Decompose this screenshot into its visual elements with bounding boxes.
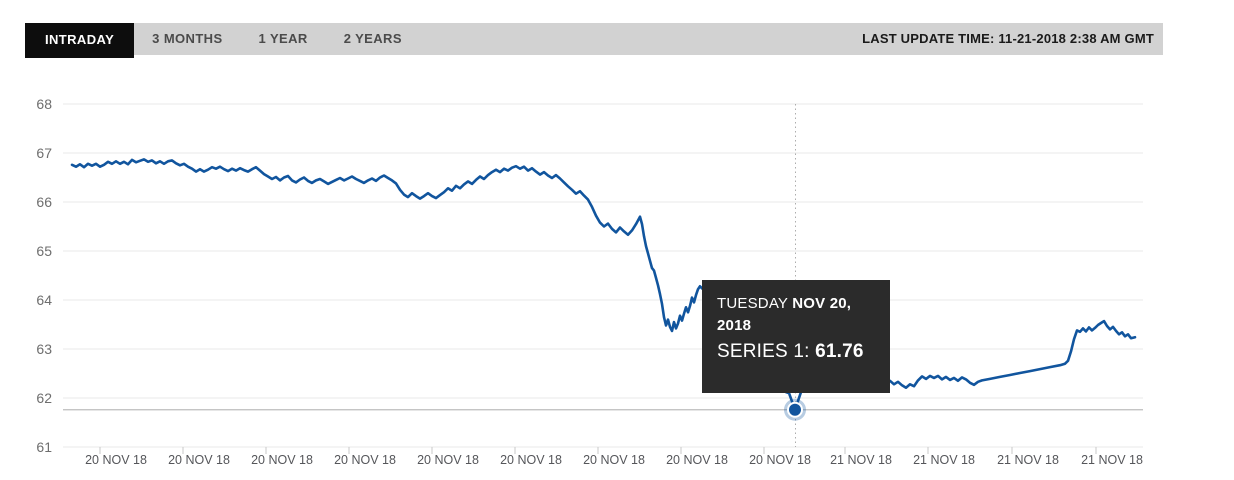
y-axis-label: 68 <box>36 96 52 112</box>
chart-tooltip: TUESDAY NOV 20, 2018 SERIES 1: 61.76 <box>702 280 890 393</box>
tab-1-year[interactable]: 1 YEAR <box>258 31 308 46</box>
x-axis-label: 20 NOV 18 <box>500 453 562 467</box>
y-axis-label: 63 <box>36 341 52 357</box>
x-axis-label: 21 NOV 18 <box>913 453 975 467</box>
y-axis-label: 62 <box>36 390 52 406</box>
tooltip-value-line: SERIES 1: 61.76 <box>717 340 875 364</box>
last-update-time: LAST UPDATE TIME: 11-21-2018 2:38 AM GMT <box>862 31 1154 46</box>
x-axis-label: 21 NOV 18 <box>997 453 1059 467</box>
x-axis-label: 20 NOV 18 <box>334 453 396 467</box>
tooltip-date-line: TUESDAY NOV 20, 2018 <box>717 293 875 337</box>
x-axis-label: 20 NOV 18 <box>251 453 313 467</box>
x-axis-label: 20 NOV 18 <box>749 453 811 467</box>
y-axis-label: 66 <box>36 194 52 210</box>
x-axis-label: 21 NOV 18 <box>1081 453 1143 467</box>
x-axis-label: 20 NOV 18 <box>417 453 479 467</box>
tooltip-date: NOV 20, 2018 <box>717 295 852 334</box>
y-axis-label: 67 <box>36 145 52 161</box>
x-axis-label: 20 NOV 18 <box>85 453 147 467</box>
y-axis-label: 65 <box>36 243 52 259</box>
y-axis-label: 64 <box>36 292 52 308</box>
y-axis-label: 61 <box>36 439 52 455</box>
x-axis-label: 21 NOV 18 <box>830 453 892 467</box>
tab-3-months[interactable]: 3 MONTHS <box>152 31 223 46</box>
x-axis-label: 20 NOV 18 <box>168 453 230 467</box>
tooltip-day: TUESDAY <box>717 295 788 312</box>
highlight-marker[interactable] <box>789 403 801 416</box>
tooltip-series-label: SERIES 1: <box>717 340 810 362</box>
tab-2-years[interactable]: 2 YEARS <box>343 31 402 46</box>
x-axis-label: 20 NOV 18 <box>583 453 645 467</box>
x-axis-label: 20 NOV 18 <box>666 453 728 467</box>
tab-intraday[interactable]: INTRADAY <box>25 23 135 58</box>
range-tabbar: INTRADAY 3 MONTHS 1 YEAR 2 YEARS LAST UP… <box>25 23 1163 58</box>
tooltip-value: 61.76 <box>815 340 864 362</box>
series-line[interactable] <box>70 158 1137 412</box>
